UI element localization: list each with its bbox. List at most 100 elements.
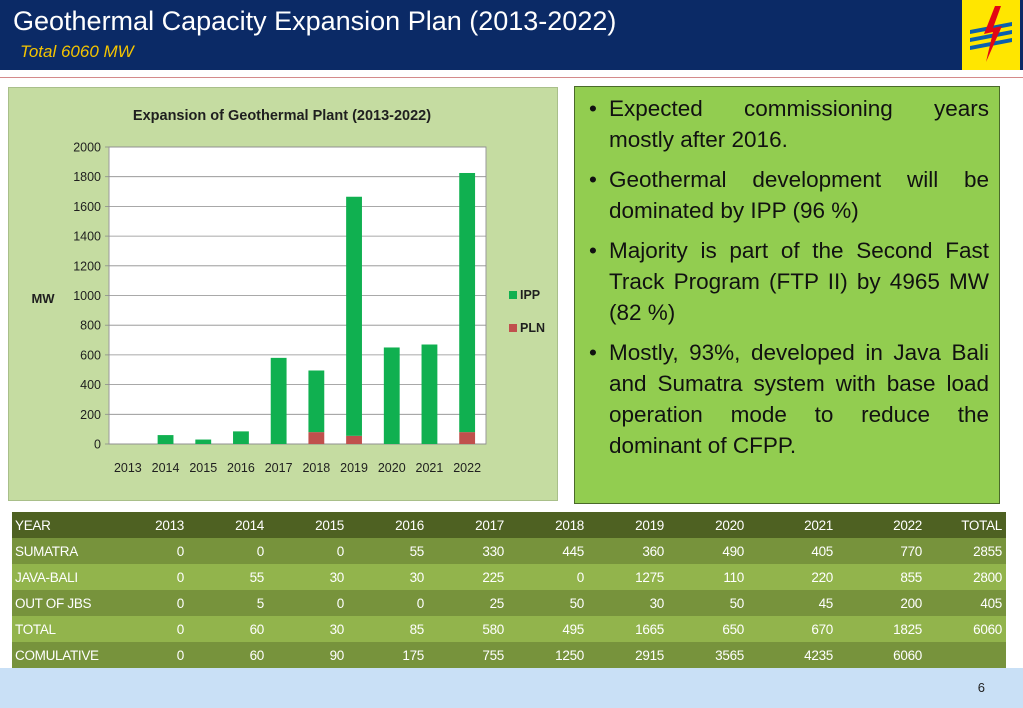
table-cell: 5 <box>188 590 268 616</box>
table-row: OUT OF JBS 0 5 0 0 25 50 30 50 45 200 405 <box>12 590 1006 616</box>
bullet-dot-icon: • <box>589 96 597 121</box>
bullet-list: • Expected commissioning years mostly aft… <box>587 93 989 461</box>
table-cell: 2915 <box>588 642 668 668</box>
table-cell: 1825 <box>837 616 926 642</box>
y-tick-label: 200 <box>80 408 101 422</box>
y-tick-label: 1000 <box>73 289 101 303</box>
table-cell: 0 <box>108 564 188 590</box>
x-tick-label: 2014 <box>152 461 180 475</box>
table-cell: 225 <box>428 564 508 590</box>
bar-ipp-2019 <box>346 196 362 436</box>
x-tick-label: 2016 <box>227 461 255 475</box>
chart-title: Expansion of Geothermal Plant (2013-2022… <box>133 108 431 124</box>
table-cell: 0 <box>188 538 268 564</box>
bar-ipp-2017 <box>270 357 287 444</box>
table-row-label: COMULATIVE <box>12 642 108 668</box>
slide-title: Geothermal Capacity Expansion Plan (2013… <box>13 6 617 36</box>
y-tick-label: 600 <box>80 348 101 362</box>
bar-ipp-2016 <box>233 431 249 444</box>
capacity-table: YEAR 2013 2014 2015 2016 2017 2018 2019 2020 2021… <box>12 512 1006 668</box>
slide-footer: 6 <box>0 668 1023 708</box>
table-cell: 30 <box>268 564 348 590</box>
y-tick-label: 800 <box>80 319 101 333</box>
bars <box>157 172 476 444</box>
table-cell: 405 <box>748 538 837 564</box>
table-header-cell: 2015 <box>268 512 348 538</box>
capacity-table-container: YEAR 2013 2014 2015 2016 2017 2018 2019 2020 2021… <box>12 512 1006 668</box>
bar-ipp-2022 <box>459 172 476 433</box>
table-cell: 25 <box>428 590 508 616</box>
table-cell: 0 <box>108 616 188 642</box>
table-cell: 6060 <box>926 616 1006 642</box>
table-header-cell: 2021 <box>748 512 837 538</box>
bullet-dot-icon: • <box>589 167 597 192</box>
table-cell: 360 <box>588 538 668 564</box>
table-header-cell: 2022 <box>837 512 926 538</box>
table-cell: 1275 <box>588 564 668 590</box>
table-cell <box>926 642 1006 668</box>
table-cell: 60 <box>188 642 268 668</box>
pln-lightning-logo-icon <box>962 0 1020 70</box>
table-cell: 50 <box>508 590 588 616</box>
table-row: JAVA-BALI 0 55 30 30 225 0 1275 110 220 855 2800 <box>12 564 1006 590</box>
table-cell: 30 <box>348 564 428 590</box>
chart-y-axis-label: MW <box>31 291 55 306</box>
legend-label-ipp: IPP <box>520 288 540 302</box>
key-points-panel: • Expected commissioning years mostly aft… <box>574 86 1000 504</box>
table-cell: 855 <box>837 564 926 590</box>
x-tick-label: 2020 <box>378 461 406 475</box>
table-cell: 60 <box>188 616 268 642</box>
table-cell: 650 <box>668 616 748 642</box>
bar-pln-2019 <box>346 435 362 444</box>
slide-subtitle: Total 6060 MW <box>20 42 134 61</box>
table-cell: 55 <box>188 564 268 590</box>
table-cell: 580 <box>428 616 508 642</box>
bullet-item: • Expected commissioning years mostly aft… <box>587 93 989 155</box>
table-cell: 55 <box>348 538 428 564</box>
table-row: COMULATIVE 0 60 90 175 755 1250 2915 3565 4235 606… <box>12 642 1006 668</box>
bar-ipp-2014 <box>157 435 174 444</box>
bar-pln-2018 <box>308 432 325 444</box>
y-tick-label: 1800 <box>73 170 101 184</box>
chart-svg: Expansion of Geothermal Plant (2013-2022… <box>31 108 545 475</box>
table-row: SUMATRA 0 0 0 55 330 445 360 490 405 770 2855 <box>12 538 1006 564</box>
y-tick-label: 1200 <box>73 259 101 273</box>
table-row-label: SUMATRA <box>12 538 108 564</box>
table-cell: 85 <box>348 616 428 642</box>
bullet-dot-icon: • <box>589 238 597 263</box>
table-cell: 0 <box>508 564 588 590</box>
table-header-cell: TOTAL <box>926 512 1006 538</box>
y-tick-label: 0 <box>94 438 101 452</box>
table-cell: 0 <box>348 590 428 616</box>
table-cell: 4235 <box>748 642 837 668</box>
table-row-label: JAVA-BALI <box>12 564 108 590</box>
table-cell: 0 <box>268 590 348 616</box>
legend-swatch-ipp <box>509 291 517 299</box>
y-tick-label: 2000 <box>73 141 101 155</box>
x-tick-label: 2021 <box>416 461 444 475</box>
table-row-label: TOTAL <box>12 616 108 642</box>
table-header-cell: 2013 <box>108 512 188 538</box>
table-header-cell: 2020 <box>668 512 748 538</box>
y-tick-label: 1400 <box>73 230 101 244</box>
table-cell: 3565 <box>668 642 748 668</box>
y-tick-label: 400 <box>80 378 101 392</box>
bullet-item: • Geothermal development will be dominate… <box>587 164 989 226</box>
bullet-text: Geothermal development will be dominated… <box>609 167 989 223</box>
table-cell: 1665 <box>588 616 668 642</box>
table-cell: 755 <box>428 642 508 668</box>
table-cell: 30 <box>588 590 668 616</box>
table-header-cell: YEAR <box>12 512 108 538</box>
header-divider <box>0 77 1023 78</box>
bar-ipp-2018 <box>308 370 325 433</box>
table-cell: 220 <box>748 564 837 590</box>
table-cell: 110 <box>668 564 748 590</box>
table-cell: 0 <box>268 538 348 564</box>
table-cell: 1250 <box>508 642 588 668</box>
table-row: TOTAL 0 60 30 85 580 495 1665 650 670 1825 6060 <box>12 616 1006 642</box>
table-cell: 30 <box>268 616 348 642</box>
table-row-label: OUT OF JBS <box>12 590 108 616</box>
table-cell: 0 <box>108 538 188 564</box>
bar-pln-2022 <box>459 432 476 444</box>
table-cell: 770 <box>837 538 926 564</box>
